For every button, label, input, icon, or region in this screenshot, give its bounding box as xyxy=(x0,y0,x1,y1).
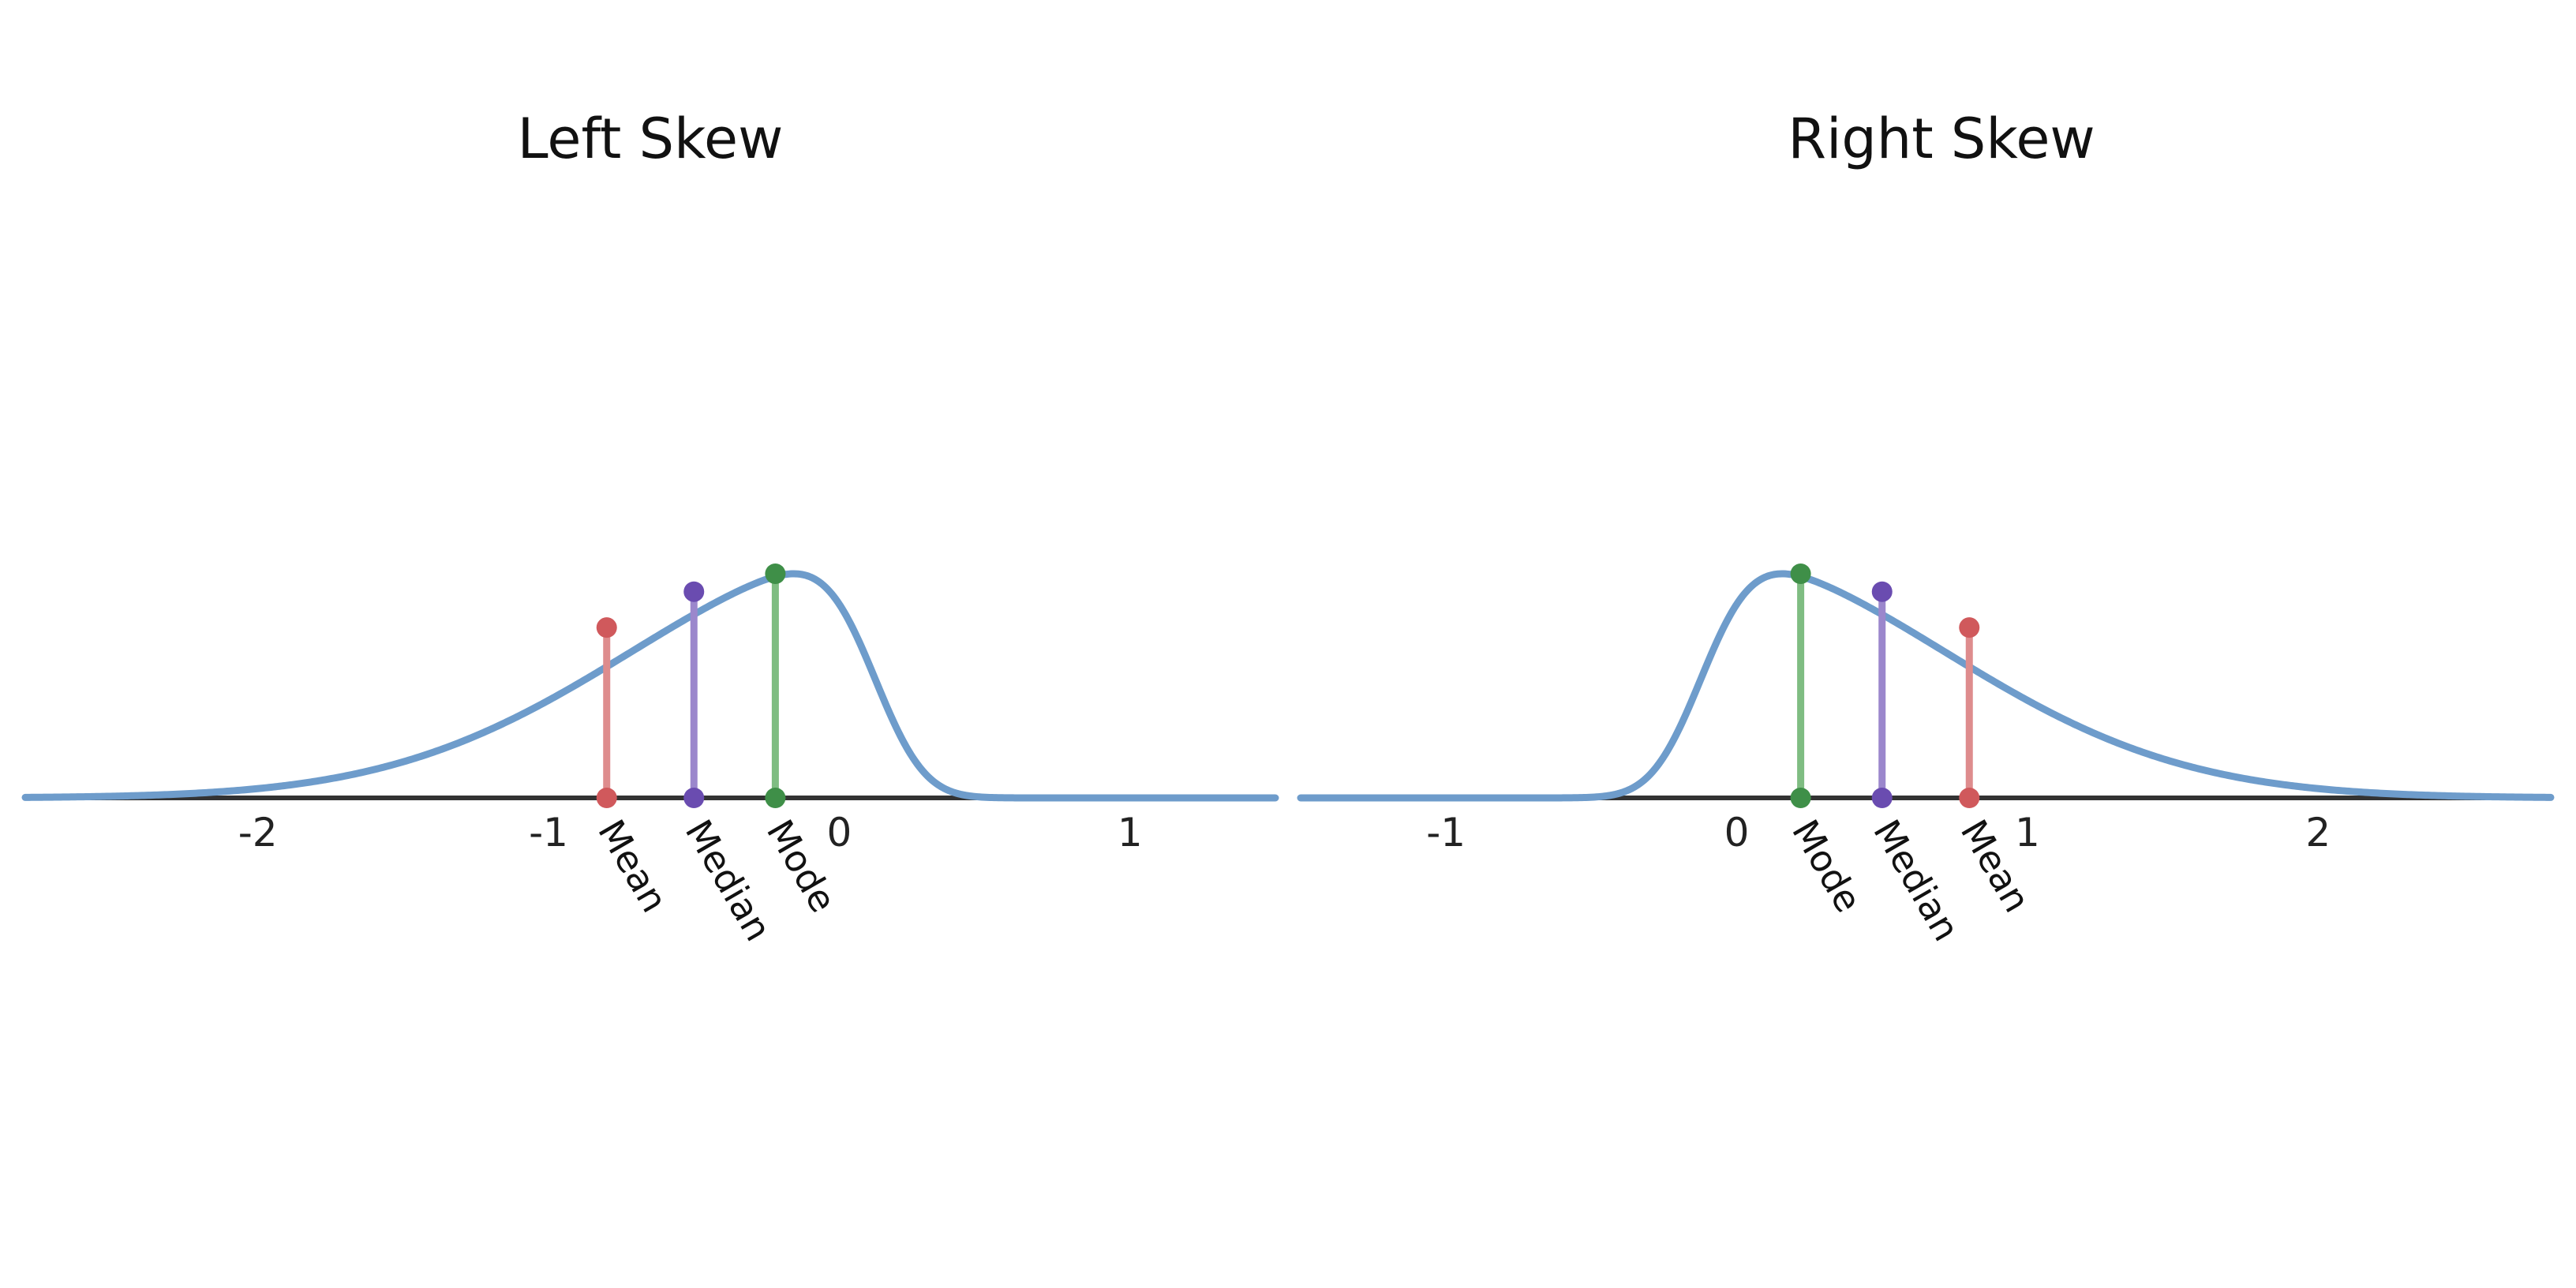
left-skew-mode-base-point xyxy=(765,788,786,808)
right-skew-mode-top-point xyxy=(1790,564,1811,584)
left-skew-mean-label: Mean xyxy=(590,813,676,920)
left-skew-x-tick-label: -1 xyxy=(529,810,568,856)
right-skew-x-tick-label: 2 xyxy=(2305,810,2331,856)
right-skew-median-top-point xyxy=(1871,581,1893,602)
left-skew-x-tick-label: 0 xyxy=(827,810,852,856)
left-skew-density-curve xyxy=(21,570,1279,802)
right-skew-title: Right Skew xyxy=(1788,107,2095,171)
right-skew-density-curve xyxy=(1297,570,2555,802)
right-skew-x-tick-label: 0 xyxy=(1724,810,1750,856)
left-skew-mean-top-point xyxy=(596,617,617,638)
right-skew-x-tick-label: 1 xyxy=(2015,810,2040,856)
right-skew-mean-top-point xyxy=(1959,617,1980,638)
left-skew-median-top-point xyxy=(683,581,705,602)
left-skew-mean-base-point xyxy=(596,788,617,808)
right-skew-mean-base-point xyxy=(1959,788,1980,808)
left-skew-x-tick-label: -2 xyxy=(238,810,278,856)
left-skew-title: Left Skew xyxy=(518,107,784,171)
right-skew-median-base-point xyxy=(1871,788,1893,808)
right-skew-mode-base-point xyxy=(1790,788,1811,808)
left-skew-mode-top-point xyxy=(765,564,786,584)
left-skew-median-base-point xyxy=(683,788,705,808)
right-skew-x-tick-label: -1 xyxy=(1426,810,1466,856)
right-skew-mode-label: Mode xyxy=(1784,813,1870,920)
left-skew-x-tick-label: 1 xyxy=(1118,810,1143,856)
